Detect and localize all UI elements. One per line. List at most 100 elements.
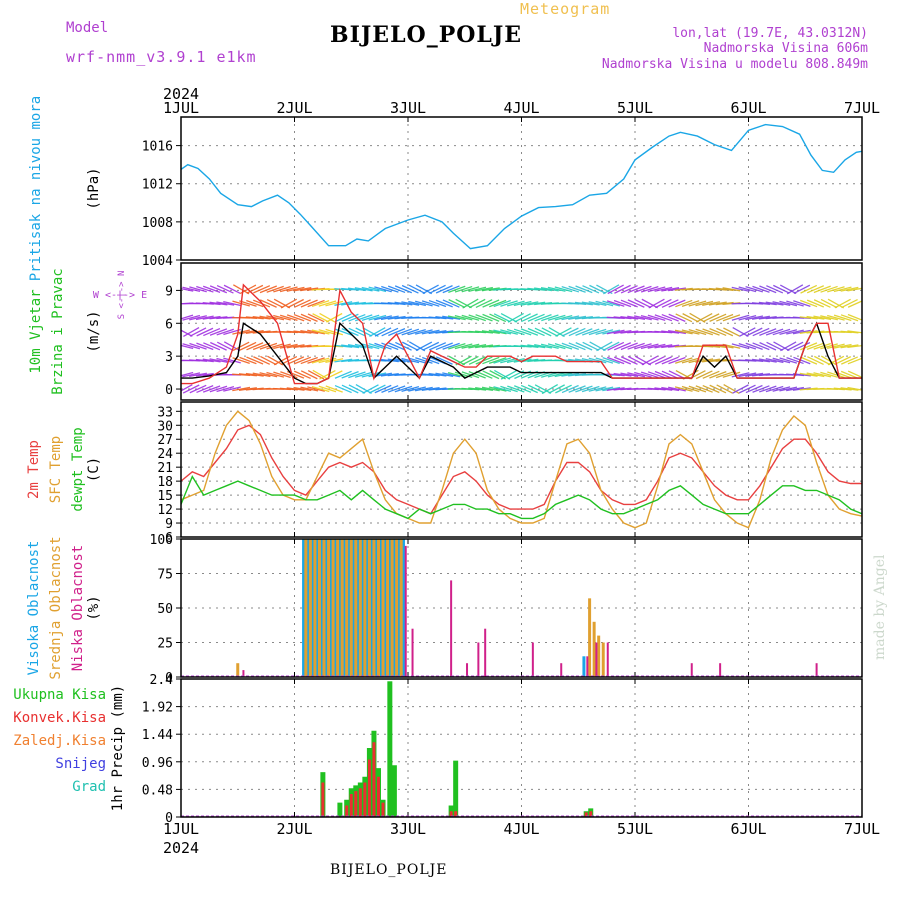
wind-arrow (196, 385, 214, 394)
wind-arrow (820, 285, 838, 293)
clouds-bar (338, 539, 342, 677)
wind-arrow (334, 370, 352, 379)
model-label: Model (66, 20, 109, 36)
clouds-bar (331, 539, 335, 677)
wind-arrow (772, 301, 791, 306)
wind-arrow (695, 370, 713, 380)
wind-arrow (606, 329, 625, 335)
x-tick-label: 3JUL (390, 99, 426, 117)
temperature-series-line (181, 410, 862, 529)
wind-arrow (759, 342, 777, 351)
clouds-bar (367, 539, 371, 677)
clouds-bar (815, 663, 818, 677)
wind-arrow (715, 371, 734, 379)
wind-arrow (442, 285, 460, 294)
x-tick-label: 7JUL (844, 99, 880, 117)
y-axis-label: (m/s) (86, 310, 102, 352)
wind-arrow (223, 386, 241, 392)
wind-arrow (841, 298, 858, 309)
clouds-bar (340, 539, 344, 677)
wind-arrow (581, 385, 600, 393)
wind-arrow (840, 387, 859, 391)
wind-arrow (722, 314, 741, 322)
wind-arrow (833, 343, 852, 349)
wind-arrow (620, 356, 638, 365)
wind-arrow (252, 372, 271, 378)
wind-arrow (202, 285, 221, 294)
wind-arrow (806, 372, 825, 378)
wind-arrow (534, 314, 552, 322)
wind-arrow (408, 386, 426, 392)
wind-arrow (647, 286, 666, 293)
wind-arrow (182, 384, 200, 394)
wind-arrow (454, 343, 473, 350)
wind-arrows (181, 284, 862, 395)
wind-arrow (493, 329, 512, 335)
wind-arrow (745, 372, 764, 377)
wind-arrow (293, 287, 312, 292)
x-tick-label: 1JUL (163, 820, 199, 838)
wind-arrow (780, 341, 797, 352)
y-tick-label: 15 (157, 489, 173, 504)
wind-arrow (493, 386, 512, 392)
wind-arrow (182, 314, 201, 321)
compass-label: W <-|-> E (93, 290, 147, 301)
wind-arrow (319, 312, 336, 323)
wind-arrow (716, 384, 733, 394)
wind-arrow (738, 384, 756, 394)
wind-arrow (428, 299, 447, 308)
wind-arrow (280, 314, 298, 322)
clouds-bar (356, 539, 360, 677)
wind-arrow (293, 386, 312, 392)
wind-arrow (648, 355, 665, 366)
y-tick-label: 2.4 (150, 673, 174, 688)
wind-arrow (647, 314, 666, 321)
y-tick-label: 0 (165, 671, 173, 686)
clouds-bar (390, 539, 394, 677)
wind-arrow (595, 386, 614, 392)
wind-arrow (462, 298, 479, 309)
wind-arrow (620, 342, 638, 351)
wind-arrow (421, 387, 440, 392)
wind-arrow (527, 287, 546, 291)
wind-arrow (561, 372, 580, 377)
wind-arrow (759, 385, 777, 393)
wind-arrow (341, 344, 360, 349)
wind-arrow (421, 329, 440, 335)
wind-arrow (475, 299, 493, 309)
wind-arrow (752, 315, 770, 320)
wind-arrow (702, 370, 720, 379)
y-tick-label: 3 (165, 350, 173, 365)
clouds-bar (411, 628, 414, 677)
clouds-bar (376, 539, 380, 677)
wind-arrow (368, 286, 387, 293)
wind-arrow (293, 356, 312, 365)
wind-arrow (527, 344, 546, 349)
wind-arrow (602, 357, 620, 365)
wind-arrow (765, 301, 784, 306)
wind-arrow (568, 327, 586, 337)
wind-arrow (361, 314, 380, 322)
wind-arrow (654, 286, 673, 292)
wind-arrow (709, 384, 727, 394)
wind-arrow (627, 372, 646, 378)
wind-arrow (758, 301, 777, 306)
pressure-panel: 1004 1008 1012 1016 Pritisak na nivou mora (h… (28, 96, 880, 281)
wind-arrow (820, 343, 838, 350)
wind-arrow (475, 356, 493, 365)
wind-arrow (655, 298, 672, 309)
wind-arrow (394, 285, 413, 294)
wind-arrow (722, 287, 741, 292)
wind-arrow (334, 384, 352, 394)
wind-arrow (334, 344, 353, 348)
wind-arrow (273, 343, 291, 350)
y-axis-label: (hPa) (86, 167, 102, 209)
wind-arrow (259, 372, 278, 378)
panel-frame (180, 538, 863, 678)
wind-arrow (640, 286, 659, 293)
wind-arrow (293, 299, 311, 308)
wind-arrow (786, 284, 804, 295)
wind-arrow (300, 370, 318, 380)
clouds-bar (401, 539, 405, 677)
y-tick-label: 25 (157, 637, 173, 652)
